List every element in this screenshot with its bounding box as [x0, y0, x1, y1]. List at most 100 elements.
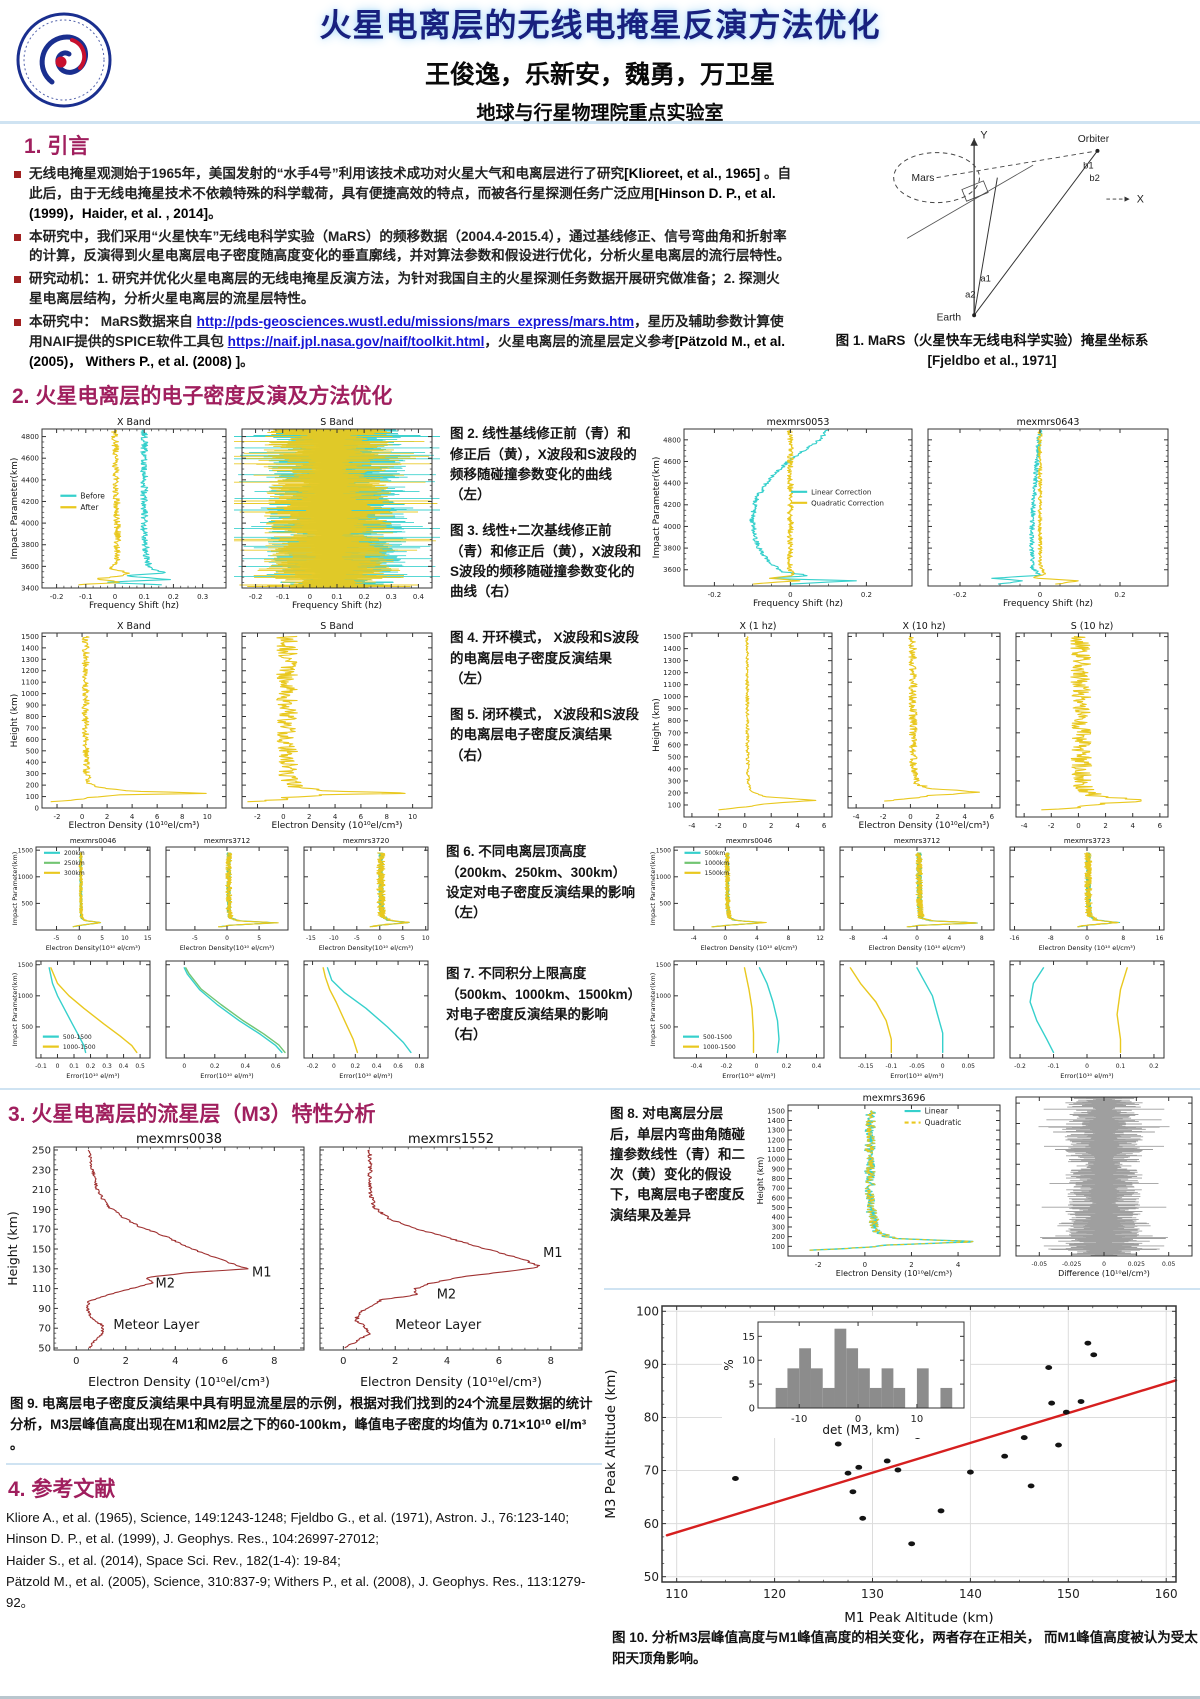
svg-text:8: 8 — [548, 1356, 554, 1367]
intro-link[interactable]: https://naif.jpl.nasa.gov/naif/toolkit.h… — [227, 333, 485, 349]
svg-text:Height (km): Height (km) — [756, 1157, 765, 1205]
svg-text:0: 0 — [941, 1063, 945, 1070]
svg-text:160: 160 — [1155, 1587, 1178, 1601]
svg-text:0: 0 — [80, 813, 84, 821]
fig4-xband-plot: -2 0 2 4 6 8 10 0 100 200 300 400 500 600 700 800 900 100… — [6, 618, 234, 832]
section4-heading: 4. 参考文献 — [8, 1477, 116, 1501]
svg-text:Height (km): Height (km) — [6, 1212, 20, 1286]
figure5-caption: 图 5. 闭环模式， X波段和S波段的电离层电子密度反演结果（右） — [450, 707, 640, 763]
svg-text:1100: 1100 — [767, 1146, 785, 1154]
svg-text:90: 90 — [644, 1358, 659, 1372]
svg-text:Electron Density (10¹⁰ el/cm³): Electron Density (10¹⁰ el/cm³) — [1039, 944, 1136, 952]
svg-text:130: 130 — [32, 1265, 51, 1276]
fig6b-mexmrs3712-plot: -8 -4 0 4 8 mexmrs3712 Electron Density (10¹⁰ … — [832, 832, 1002, 954]
svg-text:200: 200 — [26, 782, 39, 790]
intro-link[interactable]: http://pds-geosciences.wustl.edu/mission… — [196, 313, 635, 329]
figure2-3-row: -0.2 -0.1 0 0.1 0.2 0.3 3400 3600 3800 4000 4200 44… — [0, 414, 1200, 618]
svg-text:200: 200 — [668, 790, 681, 798]
svg-text:2: 2 — [769, 822, 773, 830]
reference-list: Kliore A., et al. (1965), Science, 149:1… — [6, 1507, 598, 1614]
svg-text:mexmrs0053: mexmrs0053 — [767, 417, 830, 428]
svg-text:Electron Density (10¹⁰el/cm³): Electron Density (10¹⁰el/cm³) — [360, 1374, 542, 1389]
svg-text:X: X — [1137, 194, 1144, 206]
reference-item: Hinson D. P., et al. (1999), J. Geophys.… — [6, 1531, 379, 1547]
svg-text:X (10 hz): X (10 hz) — [902, 621, 945, 632]
svg-text:mexmrs3712: mexmrs3712 — [204, 837, 250, 845]
svg-text:-2: -2 — [1048, 822, 1055, 830]
svg-text:mexmrs3720: mexmrs3720 — [343, 837, 389, 845]
svg-text:0: 0 — [113, 593, 117, 601]
svg-text:6: 6 — [822, 822, 827, 830]
svg-text:200: 200 — [772, 1234, 785, 1242]
svg-text:80: 80 — [644, 1411, 659, 1425]
svg-text:230: 230 — [32, 1166, 51, 1177]
institute-logo-icon — [14, 10, 118, 115]
svg-text:Electron Density(10¹⁰ el/cm³): Electron Density(10¹⁰ el/cm³) — [46, 944, 141, 952]
svg-text:4400: 4400 — [663, 480, 681, 488]
svg-text:5: 5 — [100, 935, 104, 942]
svg-text:0.05: 0.05 — [962, 1063, 976, 1070]
svg-text:Impact Parameter(km): Impact Parameter(km) — [649, 973, 657, 1047]
svg-text:800: 800 — [668, 718, 681, 726]
fig7b-error-plot-1: -0.4 -0.2 0 0.2 0.4 500 1000 1500 Error(10¹⁰ el/… — [644, 954, 832, 1082]
svg-text:Height (km): Height (km) — [652, 699, 662, 753]
figure8-caption: 图 8. 对电离层分层后，单层内弯曲角随碰撞参数线性（青）和二次（黄）变化的假设… — [610, 1106, 745, 1223]
svg-text:-10: -10 — [791, 1414, 807, 1425]
svg-text:0.6: 0.6 — [271, 1063, 281, 1070]
svg-text:600: 600 — [772, 1195, 785, 1203]
svg-text:Electron Density (10¹⁰ el/cm³): Electron Density (10¹⁰ el/cm³) — [869, 944, 966, 952]
fig6-mexmrs0046-plot: -5 0 5 10 15 500 1000 1500 mexmrs0046 Electron De… — [6, 832, 158, 954]
bullet-square-icon — [14, 233, 21, 241]
svg-text:%: % — [722, 1360, 736, 1371]
fig7-error-plot-3: -0.2 0 0.2 0.4 0.6 0.8 Error(10¹⁰ el/m³) — [296, 954, 436, 1082]
svg-text:15: 15 — [742, 1332, 755, 1343]
svg-text:Frequency Shift (hz): Frequency Shift (hz) — [753, 599, 843, 609]
svg-text:8: 8 — [980, 935, 984, 942]
svg-text:Electron Density (10¹⁰el/cm³): Electron Density (10¹⁰el/cm³) — [836, 1269, 952, 1278]
svg-text:0.1: 0.1 — [139, 593, 150, 601]
svg-text:3800: 3800 — [21, 542, 39, 550]
bullet-text: ，火星电离层的流星层定义参考 — [484, 333, 675, 349]
svg-text:500: 500 — [668, 754, 681, 762]
svg-text:15: 15 — [144, 935, 152, 942]
section3-heading: 3. 火星电离层的流星层（M3）特性分析 — [8, 1103, 376, 1127]
svg-text:M2: M2 — [155, 1277, 175, 1292]
svg-text:6: 6 — [155, 813, 160, 821]
svg-text:Electron Density (10¹⁰el/cm³): Electron Density (10¹⁰el/cm³) — [69, 821, 200, 831]
svg-text:0: 0 — [378, 935, 382, 942]
svg-text:X Band: X Band — [117, 621, 151, 632]
svg-text:0.3: 0.3 — [386, 593, 397, 601]
svg-text:1100: 1100 — [663, 682, 681, 690]
svg-text:0.4: 0.4 — [372, 1063, 382, 1070]
figure1-block: Y X Mars Orbiter Earth b1 b2 a1 a2 图 1. … — [796, 124, 1188, 374]
svg-text:-4: -4 — [853, 813, 861, 821]
figure9-row: 0 2 4 6 8 50 70 90 110 130 150 170 190 210 230 250 mexmr… — [5, 1132, 602, 1390]
svg-text:Meteor Layer: Meteor Layer — [113, 1319, 200, 1334]
fig9-mexmrs0038-plot: 0 2 4 6 8 50 70 90 110 130 150 170 190 210 230 250 mexmr… — [5, 1132, 312, 1390]
svg-text:0.1: 0.1 — [69, 1063, 79, 1070]
svg-text:2: 2 — [1103, 822, 1107, 830]
svg-text:700: 700 — [668, 730, 681, 738]
svg-text:3600: 3600 — [21, 563, 39, 571]
svg-text:6: 6 — [496, 1356, 502, 1367]
svg-text:0.3: 0.3 — [197, 593, 208, 601]
bullet-text: ，星历及辅助参数计算使用NAIF提供的SPICE软件工具包 — [29, 313, 784, 349]
figure9-caption: 图 9. 电离层电子密度反演结果中具有明显流星层的示例，根据对我们找到的24个流… — [10, 1396, 593, 1452]
fig7-error-plot-2: 0 0.2 0.4 0.6 Error(10¹⁰ el/m³) — [158, 954, 296, 1082]
figure6-caption: 图 6. 不同电离层顶高度（200km、250km、300km）设定对电子密度反… — [446, 844, 635, 921]
svg-text:Frequency Shift (hz): Frequency Shift (hz) — [89, 601, 179, 611]
svg-text:5: 5 — [401, 935, 405, 942]
svg-text:1200: 1200 — [663, 670, 681, 678]
svg-text:After: After — [80, 503, 99, 512]
fig6-mexmrs3712-plot: -5 0 5 mexmrs3712 Electron Density(10¹⁰ el/c… — [158, 832, 296, 954]
svg-text:0.2: 0.2 — [1149, 1063, 1159, 1070]
svg-text:1400: 1400 — [767, 1117, 785, 1125]
svg-text:0: 0 — [1076, 822, 1080, 830]
svg-text:400: 400 — [668, 766, 681, 774]
svg-text:800: 800 — [772, 1175, 785, 1183]
svg-text:0.4: 0.4 — [812, 1063, 822, 1070]
svg-text:-4: -4 — [882, 935, 888, 942]
fig4-sband-plot: -2 0 2 4 6 8 10 S Band Electron Density (10¹⁰el/… — [234, 618, 440, 832]
svg-text:-8: -8 — [849, 935, 855, 942]
figure7-row: -0.1 0 0.1 0.2 0.3 0.4 0.5 500 1000 1500 Error(10¹… — [0, 954, 1200, 1082]
